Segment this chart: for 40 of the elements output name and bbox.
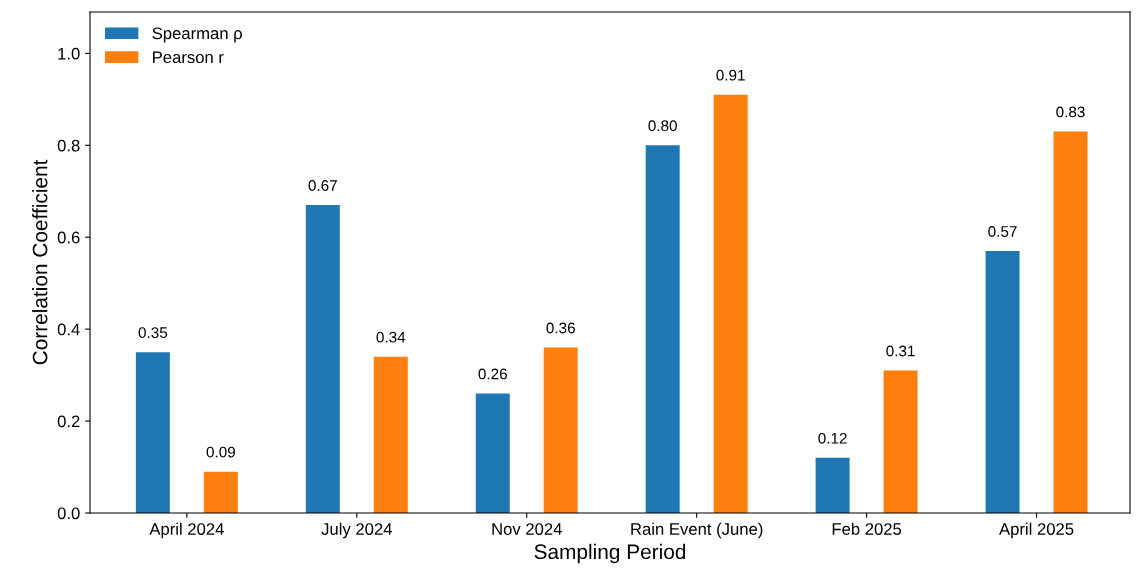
- data-label: 0.57: [988, 226, 1017, 237]
- data-label: 0.83: [1056, 106, 1085, 118]
- data-label: 0.09: [206, 446, 235, 458]
- y-tick-label: 0.2: [57, 415, 80, 428]
- data-label: 0.80: [648, 120, 677, 132]
- data-label: 0.31: [886, 345, 915, 357]
- data-label: 0.34: [376, 331, 406, 343]
- data-label: 0.35: [138, 327, 168, 338]
- bar: [645, 145, 680, 513]
- legend-label: Pearson r: [153, 51, 224, 64]
- bar: [815, 457, 850, 513]
- bar: [543, 347, 578, 513]
- bar: [713, 94, 748, 513]
- y-tick-label: 0.6: [57, 231, 80, 244]
- legend-label: Spearman ρ: [152, 27, 243, 43]
- y-axis-title: Correlation Coefficient: [32, 159, 48, 365]
- data-label: 0.12: [818, 432, 847, 444]
- data-label: 0.67: [308, 180, 337, 191]
- y-tick-label: 0.0: [57, 507, 80, 520]
- data-label: 0.26: [478, 368, 507, 380]
- bar: [203, 471, 238, 513]
- x-tick-label: April 2024: [149, 522, 224, 539]
- y-tick-label: 1.0: [58, 47, 80, 60]
- bar: [305, 205, 340, 513]
- x-axis-title: Sampling Period: [534, 543, 686, 564]
- x-tick-label: Rain Event (June): [631, 522, 763, 539]
- x-tick-label: Nov 2024: [492, 523, 562, 535]
- bar: [475, 393, 510, 513]
- bar: [373, 356, 408, 513]
- bar: [135, 352, 170, 513]
- y-tick-label: 0.8: [57, 139, 80, 152]
- bar: [985, 251, 1020, 513]
- y-tick-label: 0.4: [57, 323, 80, 336]
- data-label: 0.91: [716, 69, 745, 81]
- bar: [1053, 131, 1088, 513]
- x-tick-label: July 2024: [321, 522, 392, 539]
- data-label: 0.36: [546, 322, 575, 334]
- bar: [883, 370, 918, 513]
- x-tick-label: April 2025: [999, 522, 1074, 539]
- x-tick-label: Feb 2025: [832, 522, 902, 535]
